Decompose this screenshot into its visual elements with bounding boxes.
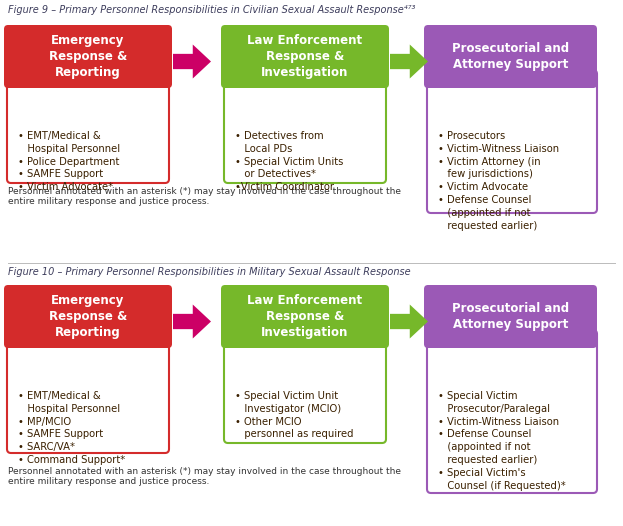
Polygon shape xyxy=(173,305,211,339)
FancyBboxPatch shape xyxy=(424,285,597,348)
FancyBboxPatch shape xyxy=(7,330,169,453)
Text: • Detectives from
   Local PDs
• Special Victim Units
   or Detectives*
•Victim : • Detectives from Local PDs • Special Vi… xyxy=(235,131,343,192)
FancyBboxPatch shape xyxy=(424,25,597,88)
Text: Figure 9 – Primary Personnel Responsibilities in Civilian Sexual Assault Respons: Figure 9 – Primary Personnel Responsibil… xyxy=(8,5,416,15)
Text: Prosecutorial and
Attorney Support: Prosecutorial and Attorney Support xyxy=(452,302,569,331)
FancyBboxPatch shape xyxy=(7,70,169,183)
Text: Emergency
Response &
Reporting: Emergency Response & Reporting xyxy=(49,34,127,79)
FancyBboxPatch shape xyxy=(4,285,172,348)
Text: Personnel annotated with an asterisk (*) may stay involved in the case throughou: Personnel annotated with an asterisk (*)… xyxy=(8,467,401,487)
Polygon shape xyxy=(390,45,428,78)
FancyBboxPatch shape xyxy=(224,330,386,443)
Text: Law Enforcement
Response &
Investigation: Law Enforcement Response & Investigation xyxy=(247,294,363,339)
FancyBboxPatch shape xyxy=(427,70,597,213)
FancyBboxPatch shape xyxy=(4,25,172,88)
FancyBboxPatch shape xyxy=(221,285,389,348)
FancyBboxPatch shape xyxy=(427,330,597,493)
Text: • EMT/Medical &
   Hospital Personnel
• MP/MCIO
• SAMFE Support
• SARC/VA*
• Com: • EMT/Medical & Hospital Personnel • MP/… xyxy=(18,391,125,465)
FancyBboxPatch shape xyxy=(221,25,389,88)
Text: Emergency
Response &
Reporting: Emergency Response & Reporting xyxy=(49,294,127,339)
Polygon shape xyxy=(390,305,428,339)
Text: Prosecutorial and
Attorney Support: Prosecutorial and Attorney Support xyxy=(452,42,569,71)
Text: • Special Victim
   Prosecutor/Paralegal
• Victim-Witness Liaison
• Defense Coun: • Special Victim Prosecutor/Paralegal • … xyxy=(438,391,566,491)
Text: • Special Victim Unit
   Investigator (MCIO)
• Other MCIO
   personnel as requir: • Special Victim Unit Investigator (MCIO… xyxy=(235,391,353,439)
Text: • Prosecutors
• Victim-Witness Liaison
• Victim Attorney (in
   few jurisdiction: • Prosecutors • Victim-Witness Liaison •… xyxy=(438,131,559,230)
Text: Personnel annotated with an asterisk (*) may stay involved in the case throughou: Personnel annotated with an asterisk (*)… xyxy=(8,187,401,206)
Text: Figure 10 – Primary Personnel Responsibilities in Military Sexual Assault Respon: Figure 10 – Primary Personnel Responsibi… xyxy=(8,267,411,277)
Text: Law Enforcement
Response &
Investigation: Law Enforcement Response & Investigation xyxy=(247,34,363,79)
Polygon shape xyxy=(173,45,211,78)
Text: • EMT/Medical &
   Hospital Personnel
• Police Department
• SAMFE Support
• Vict: • EMT/Medical & Hospital Personnel • Pol… xyxy=(18,131,120,192)
FancyBboxPatch shape xyxy=(224,70,386,183)
